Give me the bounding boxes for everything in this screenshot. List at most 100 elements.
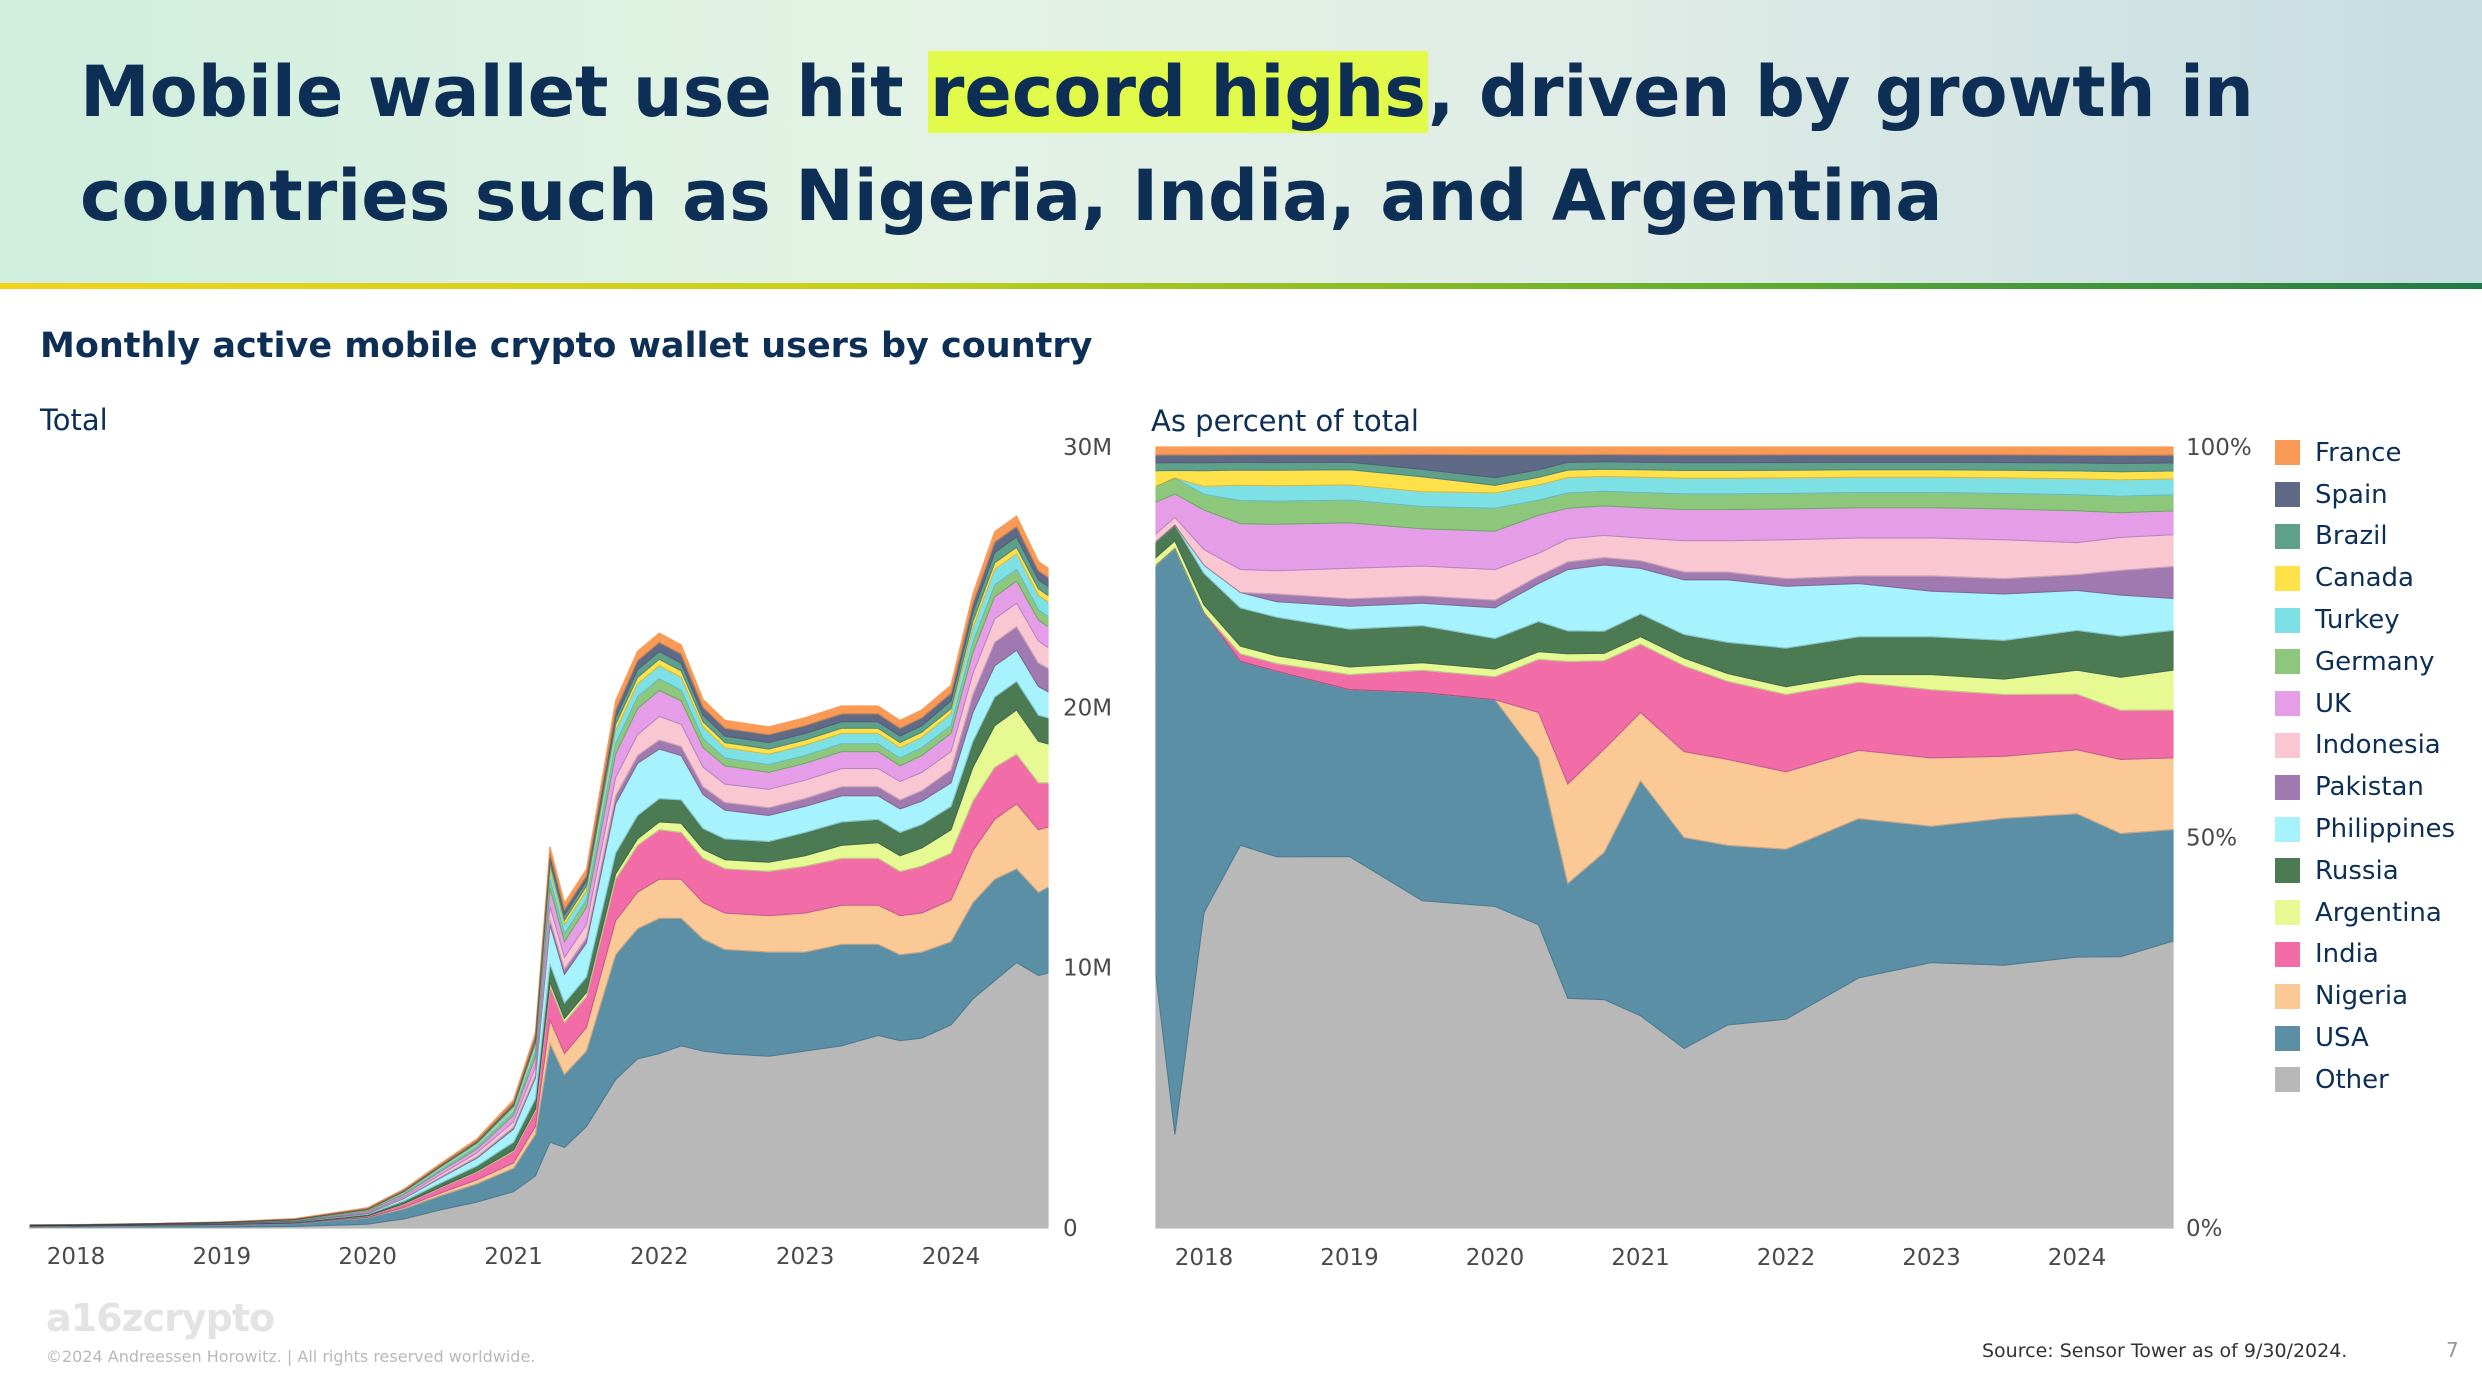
boundary-percent-usa (1155, 844, 2174, 1135)
a16z-logo: a16zcrypto (46, 1296, 275, 1340)
legend-item-philippines: Philippines (2275, 808, 2455, 850)
legend-label-nigeria: Nigeria (2315, 981, 2409, 1012)
legend-item-brazil: Brazil (2275, 516, 2455, 558)
y-tick-total-10m: 10M (1063, 956, 1112, 982)
legend-label-france: France (2315, 437, 2402, 468)
legend-label-other: Other (2315, 1064, 2389, 1095)
x-tick-percent-2020: 2020 (1466, 1245, 1525, 1271)
legend-swatch-russia (2275, 858, 2300, 884)
boundary-percent-spain (1155, 461, 2174, 479)
boundary-percent-indonesia (1155, 524, 2174, 601)
page-number: 7 (2446, 1338, 2459, 1362)
legend-swatch-germany (2275, 649, 2300, 675)
boundary-percent-brazil (1155, 468, 2174, 486)
y-tick-percent-0-: 0% (2186, 1216, 2223, 1242)
legend-label-turkey: Turkey (2315, 605, 2400, 636)
headline-highlight: record highs (927, 51, 1428, 133)
x-tick-total-2020: 2020 (338, 1244, 397, 1270)
x-tick-total-2022: 2022 (630, 1244, 689, 1270)
y-tick-total-20m: 20M (1063, 695, 1112, 721)
legend-item-argentina: Argentina (2275, 892, 2455, 934)
boundary-total-argentina (29, 753, 1048, 1227)
boundary-percent-russia (1155, 539, 2174, 688)
panel-label-total: Total (40, 403, 108, 437)
legend-item-pakistan: Pakistan (2275, 766, 2455, 808)
boundary-percent-uk (1155, 516, 2174, 572)
legend-item-germany: Germany (2275, 641, 2455, 683)
legend-swatch-india (2275, 941, 2300, 967)
chart-total: 2018 2019 2020 2021 2022 2023 2024 0 10M 20M 30M (29, 435, 1112, 1270)
legend-swatch-indonesia (2275, 732, 2300, 758)
legend: France Spain Brazil Canada Turkey Germany UK In… (2275, 432, 2455, 1101)
legend-swatch-philippines (2275, 816, 2300, 842)
legend-swatch-nigeria (2275, 983, 2300, 1009)
legend-item-indonesia: Indonesia (2275, 725, 2455, 767)
legend-swatch-pakistan (2275, 774, 2300, 800)
legend-swatch-turkey (2275, 607, 2300, 633)
boundary-total-russia (29, 709, 1049, 1227)
x-tick-total-2019: 2019 (193, 1244, 252, 1270)
x-tick-total-2021: 2021 (484, 1244, 543, 1270)
boundary-total-turkey (29, 568, 1049, 1226)
legend-label-indonesia: Indonesia (2315, 730, 2441, 761)
headline-text-after: , driven by growth in countries such as … (80, 51, 2254, 237)
legend-label-spain: Spain (2315, 479, 2388, 510)
boundary-total-brazil (29, 546, 1049, 1226)
header-rule (0, 283, 2482, 289)
boundary-percent-turkey (1155, 477, 2174, 509)
boundary-percent-argentina (1155, 547, 2174, 711)
boundary-percent-nigeria (1155, 547, 2174, 885)
boundary-percent-canada (1155, 475, 2174, 494)
y-tick-total-30m: 30M (1063, 435, 1112, 461)
legend-item-other: Other (2275, 1059, 2455, 1101)
chart-percent: 2018 2019 2020 2021 2022 2023 2024 0% 50% 100% (1155, 435, 2252, 1271)
boundary-total-canada (29, 552, 1049, 1226)
legend-label-pakistan: Pakistan (2315, 772, 2424, 803)
legend-item-nigeria: Nigeria (2275, 975, 2455, 1017)
legend-swatch-argentina (2275, 900, 2300, 926)
legend-label-canada: Canada (2315, 563, 2414, 594)
legend-swatch-uk (2275, 691, 2300, 717)
legend-label-uk: UK (2315, 688, 2352, 719)
boundary-total-nigeria (29, 868, 1049, 1227)
legend-label-philippines: Philippines (2315, 814, 2456, 845)
x-tick-total-2023: 2023 (776, 1244, 835, 1270)
boundary-total-france (29, 525, 1049, 1226)
y-tick-percent-50-: 50% (2186, 826, 2237, 852)
boundary-total-uk (29, 602, 1049, 1227)
legend-label-russia: Russia (2315, 855, 2399, 886)
area-total-france (29, 515, 1049, 1226)
legend-label-india: India (2315, 939, 2379, 970)
legend-swatch-brazil (2275, 523, 2300, 549)
legend-label-germany: Germany (2315, 646, 2435, 677)
boundary-total-india (29, 803, 1049, 1227)
header-band (0, 0, 2482, 283)
legend-item-france: France (2275, 432, 2455, 474)
x-tick-percent-2024: 2024 (2048, 1245, 2107, 1271)
legend-item-usa: USA (2275, 1017, 2455, 1059)
panel-label-percent: As percent of total (1151, 404, 1419, 438)
boundary-total-spain (29, 536, 1049, 1226)
legend-swatch-usa (2275, 1025, 2300, 1051)
legend-label-argentina: Argentina (2315, 897, 2442, 928)
x-tick-percent-2022: 2022 (1757, 1245, 1816, 1271)
x-tick-percent-2023: 2023 (1902, 1245, 1961, 1271)
legend-label-usa: USA (2315, 1023, 2369, 1054)
area-percent-france (1155, 446, 2174, 456)
legend-item-turkey: Turkey (2275, 599, 2455, 641)
legend-item-spain: Spain (2275, 474, 2455, 516)
boundary-percent-india (1155, 547, 2174, 785)
boundary-percent-germany (1155, 493, 2174, 532)
boundary-percent-france (1155, 453, 2174, 456)
headline: Mobile wallet use hit record highs, driv… (80, 40, 2420, 248)
legend-swatch-canada (2275, 565, 2300, 591)
x-tick-percent-2018: 2018 (1175, 1245, 1234, 1271)
legend-label-brazil: Brazil (2315, 521, 2388, 552)
legend-item-uk: UK (2275, 683, 2455, 725)
copyright: ©2024 Andreessen Horowitz. | All rights … (46, 1347, 536, 1366)
boundary-total-indonesia (29, 625, 1049, 1227)
boundary-total-usa (30, 961, 1049, 1228)
legend-item-russia: Russia (2275, 850, 2455, 892)
boundary-percent-pakistan (1155, 524, 2174, 609)
